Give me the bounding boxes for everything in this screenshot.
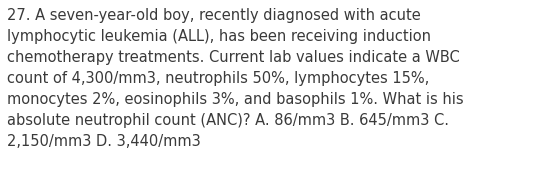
Text: 27. A seven-year-old boy, recently diagnosed with acute
lymphocytic leukemia (AL: 27. A seven-year-old boy, recently diagn… <box>7 8 464 149</box>
